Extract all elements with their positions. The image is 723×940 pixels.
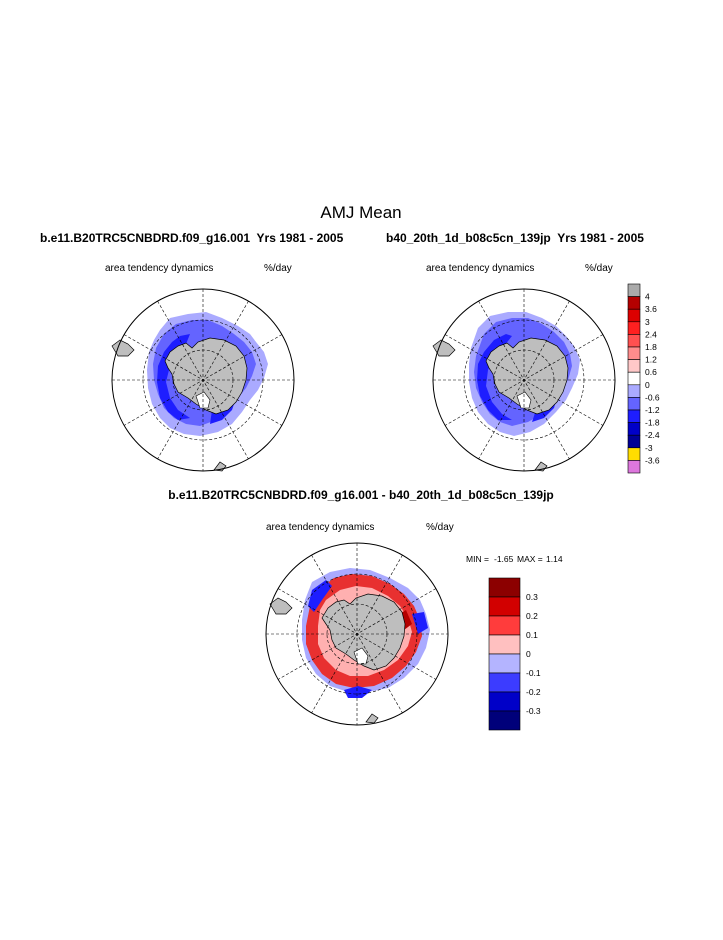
ice-shelf (353, 647, 369, 665)
colorbar-swatch (627, 334, 641, 348)
colorbar-swatch (627, 321, 641, 335)
colorbar-tick-label: -3.6 (645, 455, 660, 465)
colorbar-tick-label: 2.4 (645, 329, 657, 339)
colorbar-tick-label: 3.6 (645, 304, 657, 314)
colorbar-swatch (627, 283, 641, 297)
colorbar-tick-label: -1.2 (645, 405, 660, 415)
max-label: MAX = (517, 554, 543, 564)
graticule (266, 543, 448, 725)
panel-variable-label: area tendency dynamics (105, 263, 213, 274)
diff-blue-patch (412, 612, 428, 634)
min-label: MIN = (466, 554, 489, 564)
panel-case2: b40_20th_1d_b08c5cn_139jp Yrs 1981 - 200… (386, 231, 644, 472)
colorbar-tick-label: -0.3 (526, 706, 541, 716)
panel-title: b.e11.B20TRC5CNBDRD.f09_g16.001 - b40_20… (168, 488, 554, 502)
south-america (111, 339, 135, 357)
min-value: -1.65 (494, 554, 514, 564)
colorbar-tick-label: 0.1 (526, 630, 538, 640)
diff-blue-patch (344, 686, 372, 698)
colorbar-tick-label: -0.2 (526, 687, 541, 697)
colorbar-tick-label: 0.2 (526, 611, 538, 621)
colorbar-tick-label: 4 (645, 292, 650, 302)
panel-units-label: %/day (264, 263, 292, 274)
colorbar-swatch (627, 434, 641, 449)
colorbar-tick-label: 0 (526, 649, 531, 659)
colorbar-tick-label: 1.8 (645, 342, 657, 352)
south-america (432, 339, 456, 357)
colorbar-tick-label: -2.4 (645, 430, 660, 440)
map-border (111, 288, 295, 472)
panel-title: b40_20th_1d_b08c5cn_139jp Yrs 1981 - 200… (386, 231, 644, 245)
colorbar-tick-label: 0.3 (526, 592, 538, 602)
diff-blue-patch (308, 580, 332, 612)
panel-difference: b.e11.B20TRC5CNBDRD.f09_g16.001 - b40_20… (168, 488, 563, 726)
graticule (433, 289, 615, 471)
colorbar-tick-label: 0.6 (645, 367, 657, 377)
graticule (112, 289, 294, 471)
antarctica (485, 337, 569, 415)
colorbar-swatch (627, 397, 641, 411)
colorbar-tick-label: -3 (645, 443, 653, 453)
colorbar-swatch (488, 672, 521, 693)
colorbar-swatch (627, 422, 641, 436)
colorbar-swatch (488, 577, 521, 598)
australia (365, 713, 379, 724)
panel-units-label: %/day (585, 263, 613, 274)
ice-tendency-dark (477, 334, 512, 420)
colorbar-swatch (627, 460, 641, 474)
south-america (269, 597, 293, 615)
map-border (432, 288, 616, 472)
colorbar-swatch (627, 447, 641, 461)
colorbar-swatch (627, 296, 641, 310)
colorbar-swatch (627, 384, 641, 398)
panel-case1: b.e11.B20TRC5CNBDRD.f09_g16.001 Yrs 1981… (40, 231, 344, 472)
antarctica (164, 337, 248, 415)
colorbar-swatch (627, 371, 641, 386)
colorbar-swatch (627, 308, 641, 323)
min-max-readout: MIN = -1.65 MAX = 1.14 (466, 554, 563, 564)
max-value: 1.14 (546, 554, 563, 564)
colorbar-difference: 0.3 0.2 0.1 0 -0.1 -0.2 -0.3 (488, 577, 541, 731)
colorbar-tick-label: 0 (645, 380, 650, 390)
figure-title: AMJ Mean (320, 203, 401, 222)
ice-tendency-dark (157, 334, 190, 420)
colorbar-swatch (488, 596, 521, 617)
panel-variable-label: area tendency dynamics (266, 522, 374, 533)
colorbar-tick-label: 3 (645, 317, 650, 327)
colorbar-main: 4 3.6 3 2.4 1.8 1.2 0.6 0 -0.6 -1.2 -1.8 -2.4 -3 -3.6 (627, 283, 660, 474)
colorbar-swatch (488, 691, 521, 712)
colorbar-tick-label: -1.8 (645, 418, 660, 428)
colorbar-swatch (627, 359, 641, 373)
colorbar-tick-label: 1.2 (645, 355, 657, 365)
colorbar-swatch (627, 346, 641, 360)
colorbar-tick-label: -0.1 (526, 668, 541, 678)
panel-units-label: %/day (426, 522, 454, 533)
panel-variable-label: area tendency dynamics (426, 263, 534, 274)
colorbar-swatch (488, 653, 521, 674)
map-border (265, 542, 449, 726)
colorbar-tick-label: -0.6 (645, 392, 660, 402)
colorbar-swatch (488, 634, 521, 655)
colorbar-swatch (488, 710, 521, 731)
panel-title: b.e11.B20TRC5CNBDRD.f09_g16.001 Yrs 1981… (40, 231, 344, 245)
colorbar-swatch (488, 615, 521, 636)
colorbar-swatch (627, 409, 641, 423)
